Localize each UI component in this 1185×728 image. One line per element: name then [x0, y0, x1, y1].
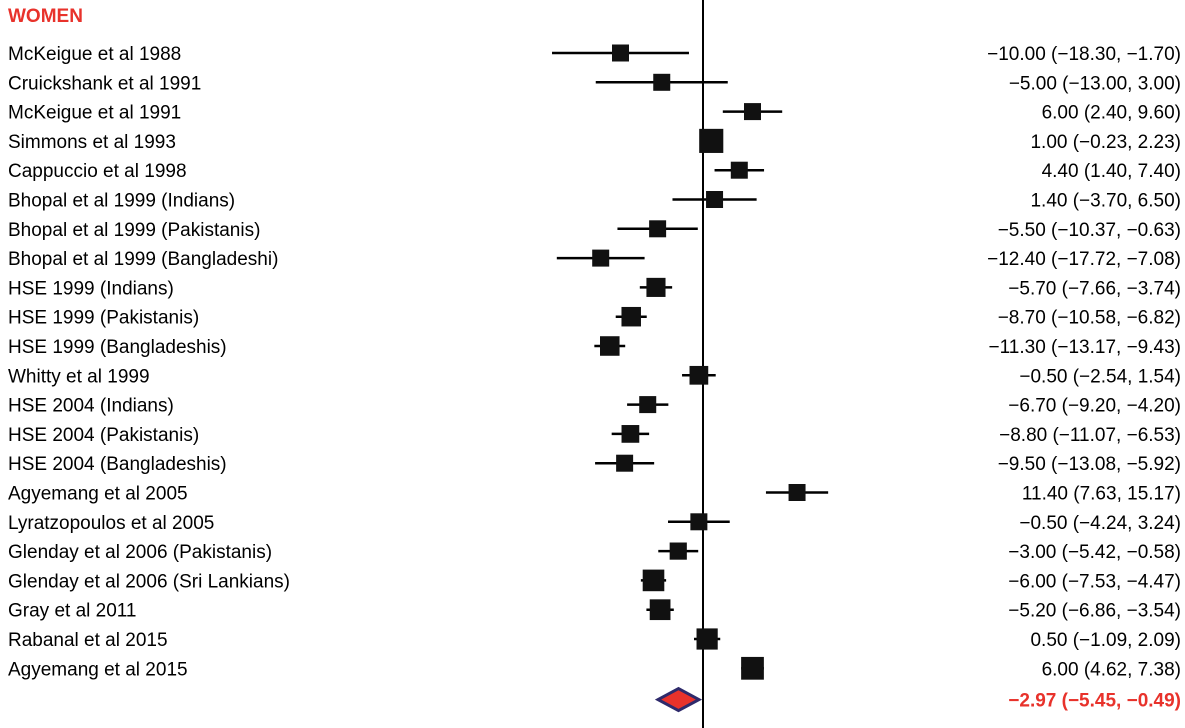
point-estimate-marker: [621, 306, 641, 327]
table-row: HSE 2004 (Bangladeshis) −9.50 (−13.08, −5…: [8, 454, 1181, 475]
point-estimate-marker: [690, 513, 708, 531]
point-estimate-marker: [696, 628, 718, 650]
ci-label: 4.40 (1.40, 7.40): [1042, 161, 1181, 182]
table-row: HSE 1999 (Pakistanis) −8.70 (−10.58, −6.8…: [8, 306, 1181, 329]
ci-label: 6.00 (4.62, 7.38): [1042, 659, 1181, 680]
point-estimate-marker: [741, 656, 764, 680]
table-row: Agyemang et al 2015 6.00 (4.62, 7.38): [8, 656, 1181, 680]
ci-label: −12.40 (−17.72, −7.08): [987, 249, 1181, 270]
ci-label: 1.40 (−3.70, 6.50): [1030, 191, 1181, 212]
ci-label: −8.70 (−10.58, −6.82): [998, 308, 1181, 329]
ci-label: −3.00 (−5.42, −0.58): [1008, 542, 1181, 563]
ci-label: −9.50 (−13.08, −5.92): [998, 454, 1181, 475]
point-estimate-marker: [642, 569, 665, 592]
study-label: HSE 1999 (Bangladeshis): [8, 337, 227, 358]
study-label: Cruickshank et al 1991: [8, 73, 201, 94]
ci-label: 1.00 (−0.23, 2.23): [1030, 132, 1181, 153]
point-estimate-marker: [730, 161, 748, 179]
point-estimate-marker: [616, 454, 634, 472]
table-row: Cappuccio et al 1998 4.40 (1.40, 7.40): [8, 161, 1181, 182]
study-label: Gray et al 2011: [8, 601, 137, 622]
study-label: Agyemang et al 2005: [8, 484, 188, 505]
point-estimate-marker: [649, 599, 671, 621]
table-row: Bhopal et al 1999 (Pakistanis) −5.50 (−10…: [8, 220, 1181, 241]
study-label: HSE 1999 (Indians): [8, 278, 174, 299]
table-row: Rabanal et al 2015 0.50 (−1.09, 2.09): [8, 628, 1181, 651]
table-row: Cruickshank et al 1991 −5.00 (−13.00, 3.0…: [8, 73, 1181, 94]
ci-label: 0.50 (−1.09, 2.09): [1030, 630, 1181, 651]
study-rows: McKeigue et al 1988 −10.00 (−18.30, −1.70…: [8, 44, 1181, 680]
study-label: HSE 2004 (Bangladeshis): [8, 454, 227, 475]
study-label: Glenday et al 2006 (Sri Lankians): [8, 571, 290, 592]
table-row: Bhopal et al 1999 (Indians) 1.40 (−3.70, …: [8, 191, 1181, 212]
study-label: Bhopal et al 1999 (Bangladeshi): [8, 249, 278, 270]
study-label: Glenday et al 2006 (Pakistanis): [8, 542, 272, 563]
ci-label: −6.70 (−9.20, −4.20): [1008, 396, 1181, 417]
ci-label: −0.50 (−2.54, 1.54): [1019, 366, 1181, 387]
ci-label: −8.80 (−11.07, −6.53): [999, 425, 1181, 446]
table-row: Glenday et al 2006 (Pakistanis) −3.00 (−5…: [8, 542, 1181, 563]
table-row: Simmons et al 1993 1.00 (−0.23, 2.23): [8, 128, 1181, 153]
point-estimate-marker: [653, 73, 671, 91]
ci-label: −5.70 (−7.66, −3.74): [1008, 278, 1181, 299]
table-row: HSE 2004 (Indians) −6.70 (−9.20, −4.20): [8, 396, 1181, 417]
group-label-women: WOMEN: [8, 6, 83, 27]
table-row: Bhopal et al 1999 (Bangladeshi) −12.40 (−…: [8, 249, 1181, 270]
ci-label: −11.30 (−13.17, −9.43): [989, 337, 1181, 358]
study-label: HSE 2004 (Pakistanis): [8, 425, 199, 446]
point-estimate-marker: [646, 277, 666, 297]
point-estimate-marker: [649, 220, 667, 238]
point-estimate-marker: [706, 191, 724, 208]
ci-label: −0.50 (−4.24, 3.24): [1019, 513, 1181, 534]
ci-label: −5.20 (−6.86, −3.54): [1008, 601, 1181, 622]
ci-label: −6.00 (−7.53, −4.47): [1008, 571, 1181, 592]
study-label: McKeigue et al 1991: [8, 103, 181, 124]
table-row: Glenday et al 2006 (Sri Lankians) −6.00 (…: [8, 569, 1181, 592]
study-label: Simmons et al 1993: [8, 132, 176, 153]
study-label: McKeigue et al 1988: [8, 44, 181, 65]
table-row: Agyemang et al 2005 11.40 (7.63, 15.17): [8, 484, 1181, 505]
table-row: McKeigue et al 1988 −10.00 (−18.30, −1.70…: [8, 44, 1181, 65]
table-row: Whitty et al 1999 −0.50 (−2.54, 1.54): [8, 365, 1181, 387]
ci-label: 11.40 (7.63, 15.17): [1022, 484, 1181, 505]
study-label: Lyratzopoulos et al 2005: [8, 513, 214, 534]
table-row: Lyratzopoulos et al 2005 −0.50 (−4.24, 3.…: [8, 513, 1181, 534]
pooled-estimate: −2.97 (−5.45, −0.49): [654, 686, 1181, 713]
study-label: HSE 1999 (Pakistanis): [8, 308, 199, 329]
ci-label: −10.00 (−18.30, −1.70): [987, 44, 1181, 65]
ci-label: 6.00 (2.40, 9.60): [1042, 103, 1181, 124]
table-row: HSE 2004 (Pakistanis) −8.80 (−11.07, −6.5…: [8, 425, 1181, 446]
study-label: Bhopal et al 1999 (Pakistanis): [8, 220, 260, 241]
study-label: Rabanal et al 2015: [8, 630, 168, 651]
table-row: Gray et al 2011 −5.20 (−6.86, −3.54): [8, 599, 1181, 622]
point-estimate-marker: [669, 542, 687, 560]
study-label: Cappuccio et al 1998: [8, 161, 187, 182]
point-estimate-marker: [592, 249, 610, 267]
point-estimate-marker: [639, 396, 657, 414]
study-label: HSE 2004 (Indians): [8, 396, 174, 417]
study-label: Agyemang et al 2015: [8, 659, 188, 680]
table-row: McKeigue et al 1991 6.00 (2.40, 9.60): [8, 103, 1181, 124]
point-estimate-marker: [699, 128, 724, 153]
point-estimate-marker: [788, 484, 806, 501]
study-label: Whitty et al 1999: [8, 366, 150, 387]
point-estimate-marker: [600, 336, 620, 356]
point-estimate-marker: [744, 103, 761, 121]
table-row: HSE 1999 (Indians) −5.70 (−7.66, −3.74): [8, 277, 1181, 299]
ci-label: −5.00 (−13.00, 3.00): [1009, 73, 1181, 94]
study-label: Bhopal et al 1999 (Indians): [8, 191, 235, 212]
point-estimate-marker: [612, 44, 629, 62]
point-estimate-marker: [689, 365, 709, 385]
table-row: HSE 1999 (Bangladeshis) −11.30 (−13.17, −…: [8, 336, 1181, 358]
pooled-diamond: [654, 686, 703, 713]
pooled-ci-label: −2.97 (−5.45, −0.49): [1008, 691, 1181, 712]
point-estimate-marker: [621, 425, 640, 443]
ci-label: −5.50 (−10.37, −0.63): [998, 220, 1181, 241]
